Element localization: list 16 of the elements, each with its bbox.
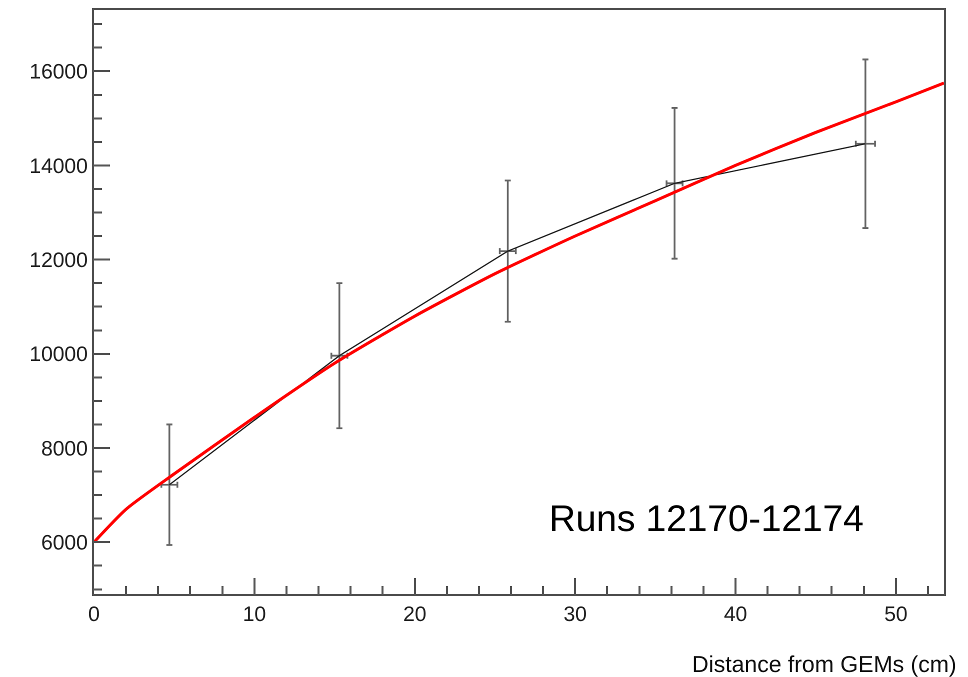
x-tick-label: 20: [403, 603, 426, 626]
line-series: [168, 143, 866, 486]
y-tick-label: 16000: [29, 60, 88, 84]
x-tick-label: 50: [884, 603, 908, 626]
y-tick-label: 8000: [41, 437, 88, 460]
x-tick-label: 30: [563, 603, 587, 626]
y-tick-label: 14000: [29, 154, 88, 178]
x-tick-label: 40: [724, 603, 748, 626]
x-tick-label: 10: [242, 603, 266, 626]
annotation: Runs 12170-12174: [549, 498, 864, 539]
y-tick-label: 10000: [29, 343, 88, 366]
line-series: [94, 82, 944, 544]
y-tick-label: 12000: [29, 248, 88, 272]
x-axis-title: Distance from GEMs (cm): [692, 651, 957, 677]
x-tick-label: 0: [88, 603, 100, 626]
y-tick-label: 6000: [41, 532, 88, 555]
